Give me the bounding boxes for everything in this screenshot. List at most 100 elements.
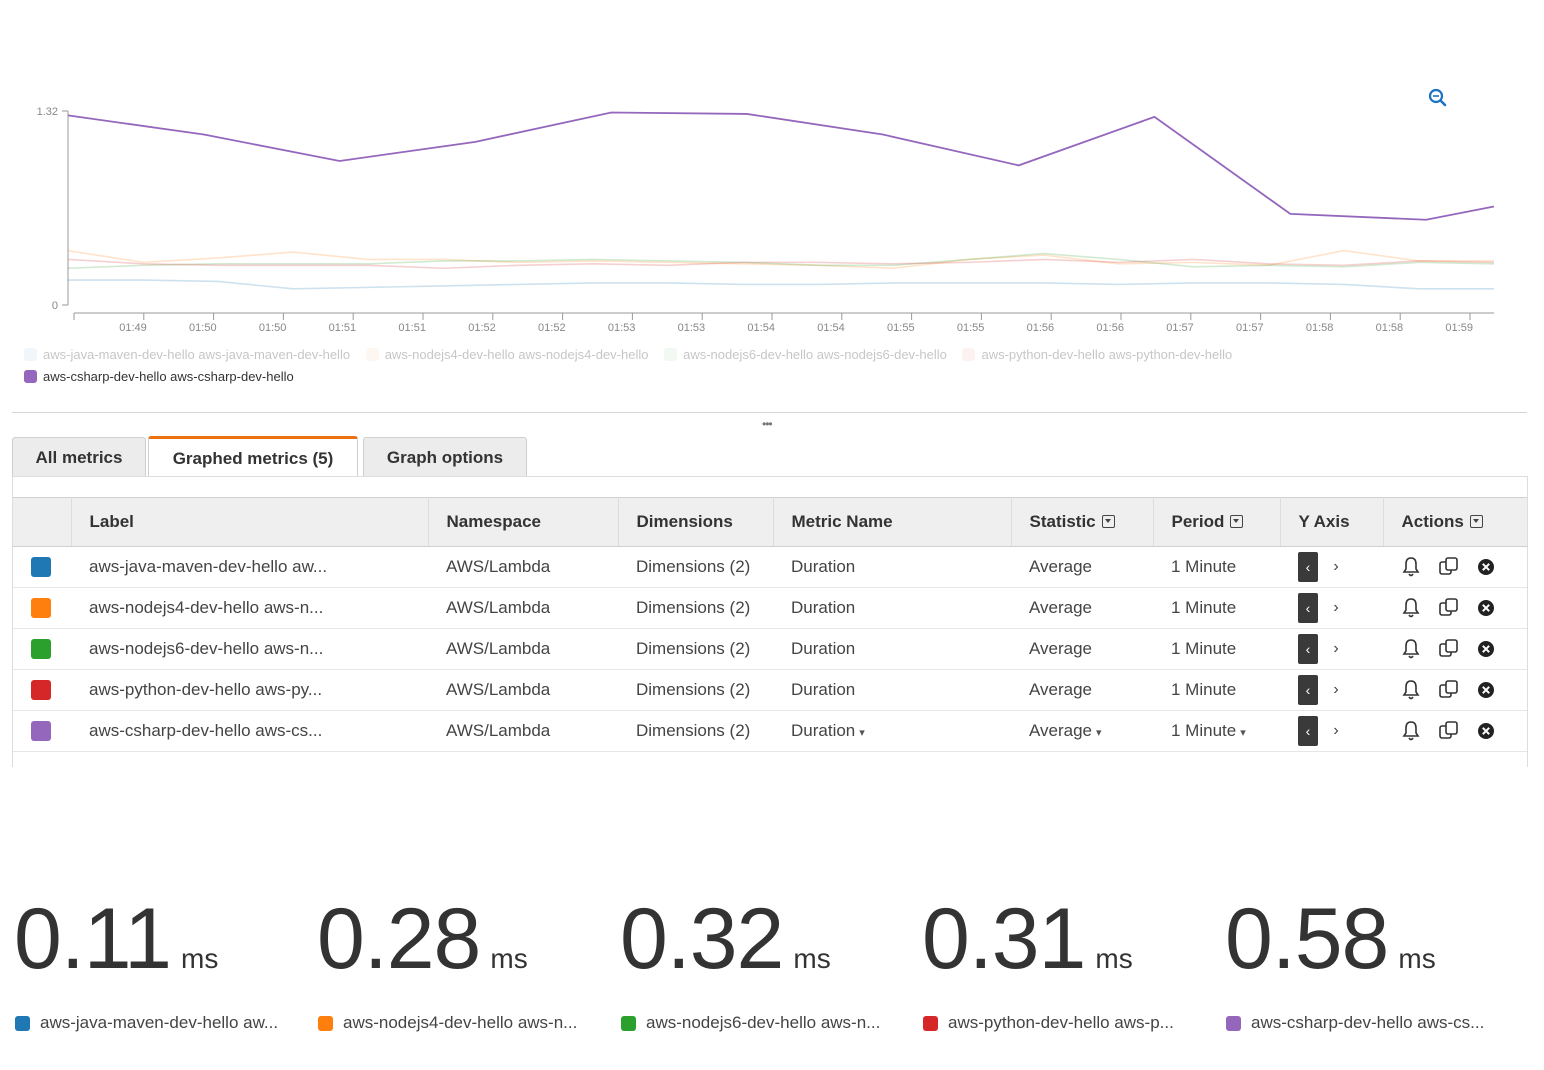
color-chip[interactable] (31, 639, 51, 660)
alarm-bell-icon[interactable] (1401, 679, 1421, 701)
color-cell[interactable] (13, 587, 71, 629)
copy-icon[interactable] (1438, 597, 1460, 619)
color-chip[interactable] (31, 598, 51, 619)
dropdown-icon[interactable] (1230, 515, 1244, 529)
tab-graphed-metrics[interactable]: Graphed metrics (5) (148, 436, 358, 477)
header-statistic[interactable]: Statistic (1011, 497, 1154, 547)
period-cell[interactable]: 1 Minute ▾ (1153, 710, 1280, 752)
alarm-bell-icon[interactable] (1401, 720, 1421, 742)
caret-down-icon[interactable]: ▾ (859, 727, 865, 739)
y-axis-right-button[interactable]: › (1333, 558, 1339, 575)
caret-down-icon[interactable]: ▾ (1096, 727, 1102, 739)
legend-item[interactable]: aws-nodejs6-dev-hello aws-nodejs6-dev-he… (664, 343, 947, 365)
header-period-label: Period (1171, 512, 1225, 531)
legend-item[interactable]: aws-csharp-dev-hello aws-csharp-dev-hell… (24, 365, 294, 387)
color-chip[interactable] (31, 557, 51, 578)
remove-icon[interactable] (1476, 680, 1496, 700)
resize-handle[interactable]: ••• (762, 417, 773, 431)
y-axis-left-button[interactable]: ‹ (1298, 593, 1318, 623)
header-metric-name[interactable]: Metric Name (773, 497, 1012, 547)
legend-swatch (664, 347, 678, 361)
stat-unit: ms (793, 943, 831, 974)
alarm-bell-icon[interactable] (1401, 597, 1421, 619)
x-tick-label: 01:51 (329, 322, 357, 334)
statistic-text: Average (1029, 721, 1093, 740)
color-cell[interactable] (13, 669, 71, 711)
table-row[interactable]: aws-nodejs6-dev-hello aws-n... AWS/Lambd… (13, 628, 1527, 670)
color-cell[interactable] (13, 710, 71, 752)
period-text: 1 Minute (1171, 721, 1237, 740)
table-row[interactable]: aws-csharp-dev-hello aws-cs... ˆ AWS/Lam… (13, 710, 1527, 752)
series-line[interactable] (67, 111, 1495, 221)
copy-icon[interactable] (1438, 679, 1460, 701)
dimensions-cell[interactable]: Dimensions (2) (618, 710, 773, 752)
x-tick-label: 01:50 (189, 322, 217, 334)
y-axis-right-button[interactable]: › (1333, 722, 1339, 739)
x-tick-label: 01:58 (1376, 322, 1404, 334)
copy-icon[interactable] (1438, 556, 1460, 578)
copy-icon[interactable] (1438, 638, 1460, 660)
series-line[interactable] (68, 279, 1494, 290)
stat-unit: ms (1398, 943, 1436, 974)
namespace-cell: AWS/Lambda (428, 628, 618, 670)
legend-item[interactable]: aws-java-maven-dev-hello aws-java-maven-… (24, 343, 350, 365)
graphed-metrics-table: Label Namespace Dimensions Metric Name S… (13, 497, 1528, 752)
color-cell[interactable] (13, 628, 71, 670)
metric-text: Duration (791, 721, 856, 740)
remove-icon[interactable] (1476, 721, 1496, 741)
legend-item[interactable]: aws-nodejs4-dev-hello aws-nodejs4-dev-he… (365, 343, 648, 365)
remove-icon[interactable] (1476, 639, 1496, 659)
tab-graph-options[interactable]: Graph options (363, 437, 527, 476)
label-cell[interactable]: aws-nodejs6-dev-hello aws-n... (71, 628, 428, 670)
series-line[interactable] (67, 258, 1495, 270)
header-dimensions[interactable]: Dimensions (618, 497, 774, 547)
header-label[interactable]: Label (71, 497, 429, 547)
y-axis-cell: ‹ › (1280, 628, 1383, 670)
dimensions-cell[interactable]: Dimensions (2) (618, 546, 773, 588)
alarm-bell-icon[interactable] (1401, 638, 1421, 660)
color-chip[interactable] (31, 680, 51, 701)
y-axis-left-button[interactable]: ‹ (1298, 552, 1318, 582)
label-cell[interactable]: aws-java-maven-dev-hello aw... (71, 546, 428, 588)
table-row[interactable]: aws-nodejs4-dev-hello aws-n... AWS/Lambd… (13, 587, 1527, 629)
dimensions-cell[interactable]: Dimensions (2) (618, 587, 773, 629)
y-axis-right-button[interactable]: › (1333, 599, 1339, 616)
copy-icon[interactable] (1438, 720, 1460, 742)
chart-legend: aws-java-maven-dev-hello aws-java-maven-… (24, 343, 1524, 387)
y-axis-right-button[interactable]: › (1333, 640, 1339, 657)
table-row[interactable]: aws-python-dev-hello aws-py... AWS/Lambd… (13, 669, 1527, 711)
header-period[interactable]: Period (1153, 497, 1281, 547)
y-axis-left-button[interactable]: ‹ (1298, 634, 1318, 664)
legend-item[interactable]: aws-python-dev-hello aws-python-dev-hell… (962, 343, 1232, 365)
series-line[interactable] (67, 252, 1495, 270)
alarm-bell-icon[interactable] (1401, 556, 1421, 578)
header-actions-label: Actions (1401, 512, 1464, 531)
tab-all-metrics[interactable]: All metrics (12, 437, 146, 476)
header-actions[interactable]: Actions (1383, 497, 1528, 547)
edit-pencil-icon[interactable] (426, 717, 428, 735)
series-line[interactable] (67, 249, 1494, 270)
dropdown-icon[interactable] (1469, 515, 1483, 529)
dimensions-cell[interactable]: Dimensions (2) (618, 669, 773, 711)
caret-down-icon[interactable]: ▾ (1240, 727, 1246, 739)
x-tick-label: 01:55 (957, 322, 985, 334)
stat-value: 0.58 (1225, 891, 1389, 987)
y-axis-left-button[interactable]: ‹ (1298, 716, 1318, 746)
color-chip[interactable] (31, 721, 51, 742)
label-cell[interactable]: aws-nodejs4-dev-hello aws-n... (71, 587, 428, 629)
header-namespace[interactable]: Namespace (428, 497, 619, 547)
metric-cell[interactable]: Duration ▾ (773, 710, 1011, 752)
label-cell[interactable]: aws-python-dev-hello aws-py... (71, 669, 428, 711)
remove-icon[interactable] (1476, 557, 1496, 577)
color-cell[interactable] (13, 546, 71, 588)
dropdown-icon[interactable] (1101, 515, 1115, 529)
remove-icon[interactable] (1476, 598, 1496, 618)
y-axis-right-button[interactable]: › (1333, 681, 1339, 698)
y-axis-left-button[interactable]: ‹ (1298, 675, 1318, 705)
dimensions-cell[interactable]: Dimensions (2) (618, 628, 773, 670)
label-cell[interactable]: aws-csharp-dev-hello aws-cs... ˆ (71, 710, 428, 752)
statistic-cell[interactable]: Average ▾ (1011, 710, 1153, 752)
zoom-icon[interactable] (1426, 87, 1450, 109)
metric-cell: Duration (773, 546, 1011, 588)
table-row[interactable]: aws-java-maven-dev-hello aw... AWS/Lambd… (13, 546, 1527, 588)
